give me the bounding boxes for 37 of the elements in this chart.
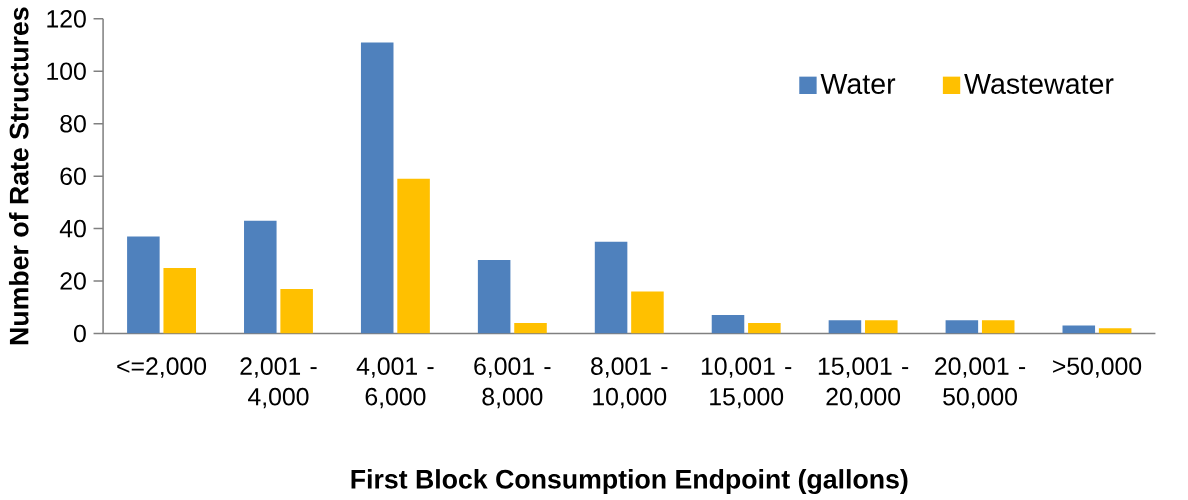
bar — [280, 288, 313, 334]
legend-label: Water — [820, 73, 896, 94]
bar — [981, 320, 1015, 334]
bar — [828, 320, 862, 334]
bar — [477, 259, 511, 334]
bar — [711, 314, 745, 334]
x-axis-title: First Block Consumption Endpoint (gallons) — [351, 468, 908, 494]
y-tick-label: 80 — [60, 114, 86, 133]
bar — [514, 322, 547, 334]
x-tick-label: <=2,000 — [117, 357, 207, 378]
y-tick-label: 100 — [47, 62, 86, 80]
legend-label: Wastewater — [964, 73, 1114, 94]
y-tick-label: 120 — [47, 9, 86, 28]
x-tick-label: 8,001 - 10,000 — [591, 357, 668, 409]
x-tick-label: 2,001 - 4,000 — [240, 357, 317, 409]
x-tick-label: >50,000 — [1053, 357, 1142, 378]
x-tick-label: 20,001 - 50,000 — [935, 357, 1026, 409]
x-tick-label: 4,001 - 6,000 — [356, 357, 434, 409]
bar — [1098, 328, 1132, 334]
y-tick-label: 0 — [73, 324, 86, 343]
bar — [945, 320, 979, 334]
y-tick-label: 20 — [60, 272, 86, 290]
bar — [127, 236, 160, 334]
x-tick-label: 10,001 - 15,000 — [701, 357, 792, 409]
y-tick-label: 60 — [60, 167, 86, 185]
bar — [865, 320, 898, 334]
bar — [748, 322, 781, 334]
x-tick-label: 6,001 - 8,000 — [474, 357, 551, 409]
bar — [397, 178, 430, 334]
bar — [163, 267, 196, 334]
y-axis-title: Number of Rate Structures — [8, 7, 29, 344]
bar — [594, 241, 628, 334]
x-tick-label: 15,001 - 20,000 — [818, 357, 909, 409]
bar — [631, 291, 664, 334]
y-tick-label: 40 — [59, 219, 86, 238]
bar — [244, 220, 277, 334]
bar — [360, 42, 394, 334]
